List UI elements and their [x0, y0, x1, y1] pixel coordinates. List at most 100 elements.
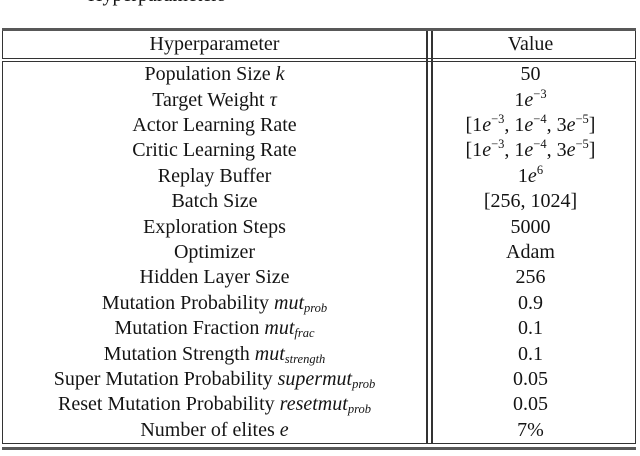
- text-segment: 1: [514, 88, 525, 111]
- hyperparameter-cell: Critic Learning Rate: [3, 138, 426, 163]
- table-row: Exploration Steps 5000: [3, 214, 635, 239]
- table-top-rule: [2, 28, 636, 31]
- text-segment: Hidden Layer Size: [139, 266, 290, 289]
- text-segment: ]: [588, 114, 596, 137]
- text-segment: mut: [264, 317, 295, 340]
- hyperparameter-cell: Exploration Steps: [3, 214, 426, 239]
- text-segment: Replay Buffer: [157, 164, 272, 187]
- table-bottom-rule: [2, 446, 636, 450]
- text-segment: , 1: [504, 114, 525, 137]
- hyperparameter-cell: Number of elites e: [3, 417, 426, 442]
- text-segment: Reset Mutation Probability: [58, 393, 280, 416]
- value-cell: 256: [426, 265, 635, 290]
- text-segment: 0.05: [513, 368, 548, 391]
- text-segment: 7%: [517, 418, 544, 441]
- value-cell: 0.9: [426, 290, 635, 315]
- table-body: Population Size k 50 Target Weight τ 1 e −3 Ac…: [2, 60, 636, 444]
- text-segment: , 1: [504, 139, 525, 162]
- text-segment: [256, 1024]: [483, 190, 578, 213]
- text-segment: [1: [465, 114, 483, 137]
- text-segment: , 3: [546, 139, 567, 162]
- hyperparameter-cell: Reset Mutation Probability resetmut prob: [58, 393, 371, 417]
- text-segment: Mutation Probability: [101, 291, 275, 314]
- column-divider-line: [426, 30, 428, 444]
- text-segment: e: [527, 164, 537, 187]
- table-row: Population Size k 50: [3, 62, 635, 87]
- text-segment: 0.1: [518, 317, 543, 340]
- text-segment: e: [482, 114, 492, 137]
- text-segment: k: [275, 63, 285, 86]
- text-segment: mut: [254, 342, 285, 365]
- text-segment: 0.9: [518, 291, 543, 314]
- text-segment: ]: [588, 139, 596, 162]
- text-segment: Mutation Strength: [103, 342, 255, 365]
- text-segment: 256: [515, 266, 546, 289]
- table-row: Mutation Fraction mut frac 0.1: [3, 316, 635, 341]
- text-segment: e: [524, 114, 534, 137]
- table-row: Mutation Strength mut strength 0.1: [3, 341, 635, 366]
- value-cell: 0.05: [426, 366, 635, 391]
- text-segment: 50: [520, 63, 541, 86]
- value-cell: Adam: [426, 239, 635, 264]
- text-segment: Number of elites: [140, 418, 280, 441]
- table-row: Reset Mutation Probability resetmut prob 0…: [3, 392, 635, 417]
- cropped-caption: Hyperparameters: [88, 0, 368, 6]
- text-segment: e: [566, 139, 576, 162]
- table-row: Optimizer Adam: [3, 239, 635, 264]
- table-row: Actor Learning Rate [1 e −3, 1 e −4, 3 e −5]: [3, 112, 635, 137]
- table-row: Critic Learning Rate [1 e −3, 1 e −4, 3 e −5]: [3, 138, 635, 163]
- text-segment: Optimizer: [173, 241, 256, 264]
- text-segment: resetmut: [279, 393, 348, 416]
- value-cell: 7%: [426, 417, 635, 442]
- text-segment: 0.05: [513, 393, 548, 416]
- text-segment: , 3: [546, 114, 567, 137]
- text-segment: Actor Learning Rate: [132, 114, 297, 137]
- column-divider-line: [431, 30, 433, 444]
- text-segment: e: [524, 88, 534, 111]
- text-segment: τ: [269, 88, 277, 111]
- hyperparameter-cell: Replay Buffer: [3, 163, 426, 188]
- hyperparameter-cell: Target Weight τ: [3, 87, 426, 112]
- table-header-row: Hyperparameter Value: [2, 30, 636, 59]
- caption-text: Hyperparameters: [88, 0, 368, 6]
- hyperparameter-cell: Mutation Strength mut strength: [103, 342, 326, 366]
- table-row: Number of elites e 7%: [3, 417, 635, 442]
- text-segment: e: [482, 139, 492, 162]
- value-cell: [256, 1024]: [426, 189, 635, 214]
- hyperparameter-cell: Population Size k: [3, 62, 426, 87]
- value-cell: [1 e −3, 1 e −4, 3 e −5]: [465, 137, 596, 162]
- table-row: Replay Buffer 1 e 6: [3, 163, 635, 188]
- text-segment: Super Mutation Probability: [53, 368, 278, 391]
- hyperparameter-cell: Optimizer: [3, 239, 426, 264]
- hyperparameter-cell: Mutation Probability mut prob: [101, 291, 328, 315]
- table-row: Target Weight τ 1 e −3: [3, 87, 635, 112]
- value-cell: 0.1: [426, 341, 635, 366]
- table-row: Mutation Probability mut prob 0.9: [3, 290, 635, 315]
- text-segment: Exploration Steps: [143, 215, 286, 238]
- table-row: Hidden Layer Size 256: [3, 265, 635, 290]
- hyperparameter-cell: Mutation Fraction mut frac: [114, 317, 315, 341]
- value-cell: 5000: [426, 214, 635, 239]
- text-segment: e: [566, 114, 576, 137]
- hyperparameter-cell: Super Mutation Probability supermut prob: [53, 368, 376, 392]
- text-segment: e: [279, 418, 289, 441]
- text-segment: mut: [274, 291, 305, 314]
- text-segment: [1: [465, 139, 483, 162]
- text-segment: Target Weight: [152, 88, 270, 111]
- header-hyperparameter: Hyperparameter: [149, 33, 280, 55]
- text-segment: e: [524, 139, 534, 162]
- text-segment: Batch Size: [171, 190, 258, 213]
- text-segment: 0.1: [518, 342, 543, 365]
- value-cell: [1 e −3, 1 e −4, 3 e −5]: [465, 112, 596, 137]
- text-segment: supermut: [277, 368, 353, 391]
- text-segment: Mutation Fraction: [114, 317, 265, 340]
- value-cell: 1 e −3: [514, 86, 547, 111]
- hyperparameter-cell: Batch Size: [3, 189, 426, 214]
- text-segment: 5000: [510, 215, 551, 238]
- hyperparameter-cell: Actor Learning Rate: [3, 112, 426, 137]
- table-row: Super Mutation Probability supermut prob 0…: [3, 366, 635, 391]
- text-segment: Critic Learning Rate: [132, 139, 297, 162]
- value-cell: 50: [426, 62, 635, 87]
